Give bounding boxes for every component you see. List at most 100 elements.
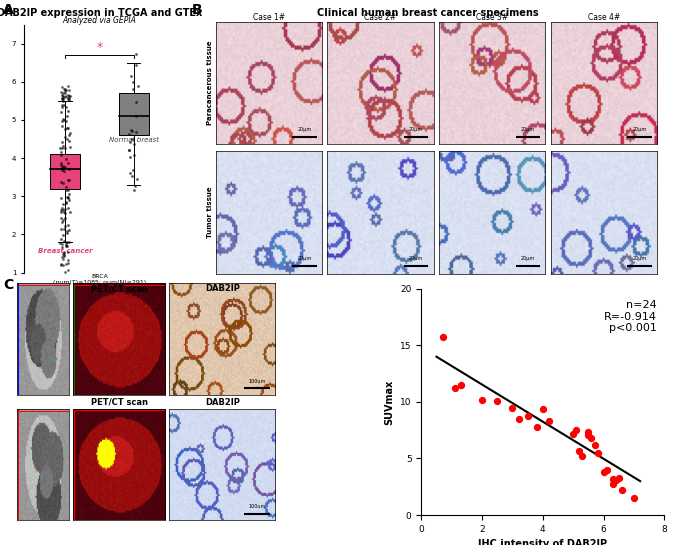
Point	[60, 214, 71, 222]
Point	[437, 333, 448, 342]
Point	[56, 178, 67, 186]
Point	[616, 486, 627, 494]
Point	[57, 164, 68, 173]
Point	[62, 238, 73, 246]
Point	[477, 395, 488, 404]
Point	[532, 422, 543, 431]
Text: DAB2IP: DAB2IP	[205, 284, 240, 294]
Text: A: A	[3, 3, 14, 17]
Point	[127, 85, 138, 94]
X-axis label: BRCA
(num(T)=1085; num(N)=291): BRCA (num(T)=1085; num(N)=291)	[53, 274, 146, 284]
Point	[64, 237, 75, 246]
Point	[61, 192, 72, 201]
Point	[55, 225, 66, 233]
Point	[59, 207, 70, 216]
Point	[57, 144, 68, 153]
Point	[62, 259, 73, 268]
Point	[124, 130, 135, 138]
Point	[61, 86, 72, 94]
Text: Analyzed via GEPIA: Analyzed via GEPIA	[62, 16, 136, 26]
Point	[456, 380, 466, 389]
Point	[55, 261, 66, 269]
Point	[58, 250, 68, 259]
Point	[56, 252, 67, 261]
Title: Case 1#: Case 1#	[253, 13, 285, 22]
Point	[63, 176, 74, 185]
Point	[60, 103, 71, 112]
Point	[58, 97, 68, 106]
Point	[62, 242, 73, 251]
Point	[59, 250, 70, 259]
Point	[522, 411, 533, 420]
Point	[55, 214, 66, 222]
Text: 20μm: 20μm	[521, 127, 535, 132]
Point	[58, 237, 69, 245]
Point	[64, 165, 75, 174]
Point	[60, 239, 71, 248]
Point	[62, 93, 73, 102]
Point	[59, 84, 70, 93]
Point	[613, 474, 624, 482]
Point	[55, 161, 66, 169]
Text: 20μm: 20μm	[521, 256, 535, 261]
Point	[126, 126, 137, 135]
Point	[60, 89, 71, 98]
Point	[58, 166, 69, 175]
Text: 100um: 100um	[248, 379, 266, 384]
Text: PET/CT scan: PET/CT scan	[91, 284, 149, 294]
FancyBboxPatch shape	[119, 93, 149, 135]
Point	[62, 226, 73, 235]
Title: Case 2#: Case 2#	[364, 13, 397, 22]
Point	[56, 260, 67, 269]
Point	[129, 181, 140, 190]
Point	[57, 204, 68, 213]
Point	[64, 190, 75, 199]
Point	[131, 111, 142, 120]
Y-axis label: SUVmax: SUVmax	[384, 379, 395, 425]
Point	[571, 426, 582, 434]
Point	[56, 94, 67, 103]
Point	[592, 449, 603, 457]
Point	[129, 151, 140, 160]
Point	[58, 114, 68, 123]
FancyBboxPatch shape	[50, 154, 80, 189]
Point	[58, 100, 69, 109]
Point	[63, 193, 74, 202]
Point	[60, 124, 71, 133]
Point	[127, 166, 138, 175]
Point	[492, 396, 503, 405]
Point	[537, 404, 548, 413]
Point	[63, 82, 74, 91]
Point	[598, 468, 609, 476]
Point	[59, 143, 70, 152]
Point	[60, 132, 71, 141]
Point	[58, 255, 68, 263]
Point	[610, 476, 621, 485]
Point	[60, 155, 71, 163]
Point	[58, 116, 69, 125]
Point	[62, 176, 73, 185]
Point	[58, 249, 69, 258]
Point	[64, 207, 75, 216]
Point	[58, 231, 68, 240]
Point	[63, 95, 74, 104]
Point	[62, 135, 73, 143]
Point	[58, 252, 69, 261]
Point	[57, 117, 68, 125]
Point	[57, 163, 68, 172]
Point	[64, 226, 75, 234]
Point	[64, 129, 75, 137]
Point	[62, 229, 73, 238]
Point	[125, 138, 136, 147]
Text: 20μm: 20μm	[632, 256, 647, 261]
Point	[60, 85, 71, 94]
Text: Paracancerous tissue: Paracancerous tissue	[208, 41, 213, 125]
Point	[55, 208, 66, 216]
Text: DAB2IP expression in TCGA and GTEx: DAB2IP expression in TCGA and GTEx	[0, 8, 202, 18]
Point	[60, 208, 71, 217]
Text: PET/CT scan: PET/CT scan	[91, 398, 149, 407]
Point	[126, 135, 137, 143]
Point	[629, 494, 640, 502]
Point	[60, 198, 71, 207]
Point	[59, 163, 70, 172]
